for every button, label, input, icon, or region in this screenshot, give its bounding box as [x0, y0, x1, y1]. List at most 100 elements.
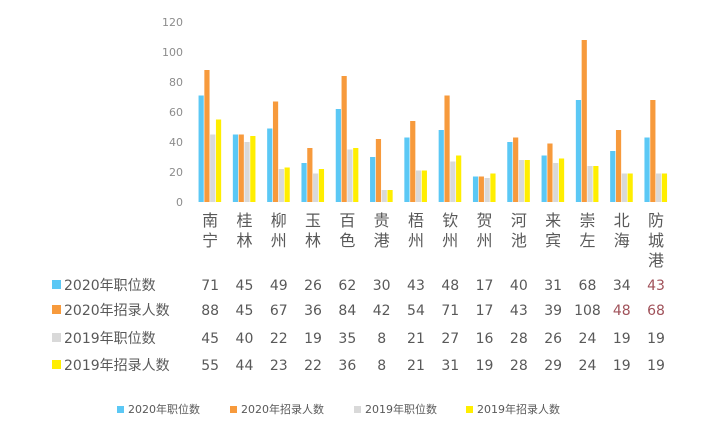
table-cell: 23 — [270, 358, 288, 374]
table-cell: 88 — [201, 303, 219, 319]
category-label: 左 — [579, 231, 595, 250]
table-cell: 21 — [407, 331, 425, 347]
bar — [438, 130, 444, 202]
y-tick-label: 60 — [169, 106, 183, 119]
bar — [621, 173, 627, 202]
table-row-label: 2020年职位数 — [64, 278, 156, 294]
category-label: 港 — [374, 231, 390, 250]
category-label: 来 — [545, 211, 561, 230]
bars — [198, 40, 668, 202]
table-cell: 19 — [304, 331, 322, 347]
bar — [507, 142, 513, 202]
table-cell: 17 — [476, 303, 494, 319]
category-label: 港 — [648, 251, 664, 270]
legend-swatch — [117, 406, 124, 413]
table-cell: 26 — [304, 278, 322, 294]
category-label: 防 — [648, 211, 664, 230]
table-row-swatch — [52, 305, 61, 314]
table-row-swatch — [52, 280, 61, 289]
table-cell: 16 — [476, 331, 494, 347]
table-cell: 19 — [647, 358, 665, 374]
bar — [644, 137, 650, 202]
table-cell: 31 — [544, 278, 562, 294]
category-label: 河 — [511, 211, 527, 230]
category-label: 州 — [271, 231, 287, 250]
table-cell: 19 — [613, 358, 631, 374]
table-cell: 40 — [236, 331, 254, 347]
category-label: 州 — [477, 231, 493, 250]
category-label: 林 — [305, 231, 321, 250]
table-cell: 45 — [201, 331, 219, 347]
y-tick-label: 120 — [162, 16, 183, 29]
category-label: 南 — [202, 211, 218, 230]
table-cell: 68 — [647, 303, 665, 319]
legend-swatch — [230, 406, 237, 413]
bar — [232, 134, 239, 202]
table-cell: 8 — [377, 358, 386, 374]
table-cell: 49 — [270, 278, 288, 294]
y-tick-label: 20 — [169, 166, 183, 179]
table-cell: 43 — [647, 278, 665, 294]
bar — [341, 76, 347, 202]
table-cell: 24 — [579, 358, 597, 374]
category-label: 北 — [614, 211, 630, 230]
category-label: 钦 — [442, 211, 458, 230]
bar — [581, 40, 587, 202]
category-label: 州 — [408, 231, 424, 250]
table-cell: 34 — [613, 278, 631, 294]
bar — [353, 148, 359, 202]
table-cell: 28 — [510, 358, 528, 374]
bar — [387, 190, 393, 202]
table-cell: 40 — [510, 278, 528, 294]
category-label: 柳 — [271, 211, 287, 230]
table-cell: 48 — [613, 303, 631, 319]
table-cell: 36 — [338, 358, 356, 374]
bar — [210, 134, 216, 202]
table-row-swatch — [52, 360, 61, 369]
table-cell: 43 — [510, 303, 528, 319]
table-cell: 27 — [441, 331, 459, 347]
bar — [244, 142, 250, 202]
legend-label: 2019年招录人数 — [477, 402, 560, 416]
bar — [381, 190, 387, 202]
bar — [490, 173, 496, 202]
category-label: 崇 — [579, 211, 595, 230]
bar — [410, 121, 416, 202]
table-cell: 55 — [201, 358, 219, 374]
bar — [204, 70, 210, 202]
category-label: 州 — [442, 231, 458, 250]
bar — [450, 161, 456, 202]
category-label: 梧 — [408, 211, 424, 230]
bar — [301, 163, 307, 202]
table-cell: 30 — [373, 278, 391, 294]
bar — [404, 137, 410, 202]
category-label: 玉 — [305, 211, 321, 230]
category-label: 贵 — [374, 211, 390, 230]
bar — [615, 130, 622, 202]
bar — [318, 169, 325, 202]
table-cell: 45 — [236, 278, 254, 294]
table-cell: 39 — [544, 303, 562, 319]
table-cell: 45 — [236, 303, 254, 319]
table-cell: 71 — [441, 303, 459, 319]
table-cell: 44 — [236, 358, 254, 374]
bar — [661, 173, 668, 202]
bar — [278, 169, 284, 202]
table-cell: 42 — [373, 303, 391, 319]
table-cell: 28 — [510, 331, 528, 347]
bar — [478, 176, 484, 202]
data-table: 2020年职位数 71 45 49 26 62 30 43 48 17 40 31 68 34 43 2020… — [52, 278, 665, 374]
table-cell: 68 — [579, 278, 597, 294]
bar — [284, 167, 290, 202]
bar — [484, 178, 490, 202]
table-cell: 8 — [377, 331, 386, 347]
table-cell: 84 — [338, 303, 356, 319]
legend-swatch — [466, 406, 473, 413]
bar — [415, 170, 422, 202]
bar — [347, 149, 353, 202]
y-tick-label: 40 — [169, 136, 183, 149]
y-tick-label: 0 — [176, 196, 183, 209]
bar — [375, 139, 382, 202]
